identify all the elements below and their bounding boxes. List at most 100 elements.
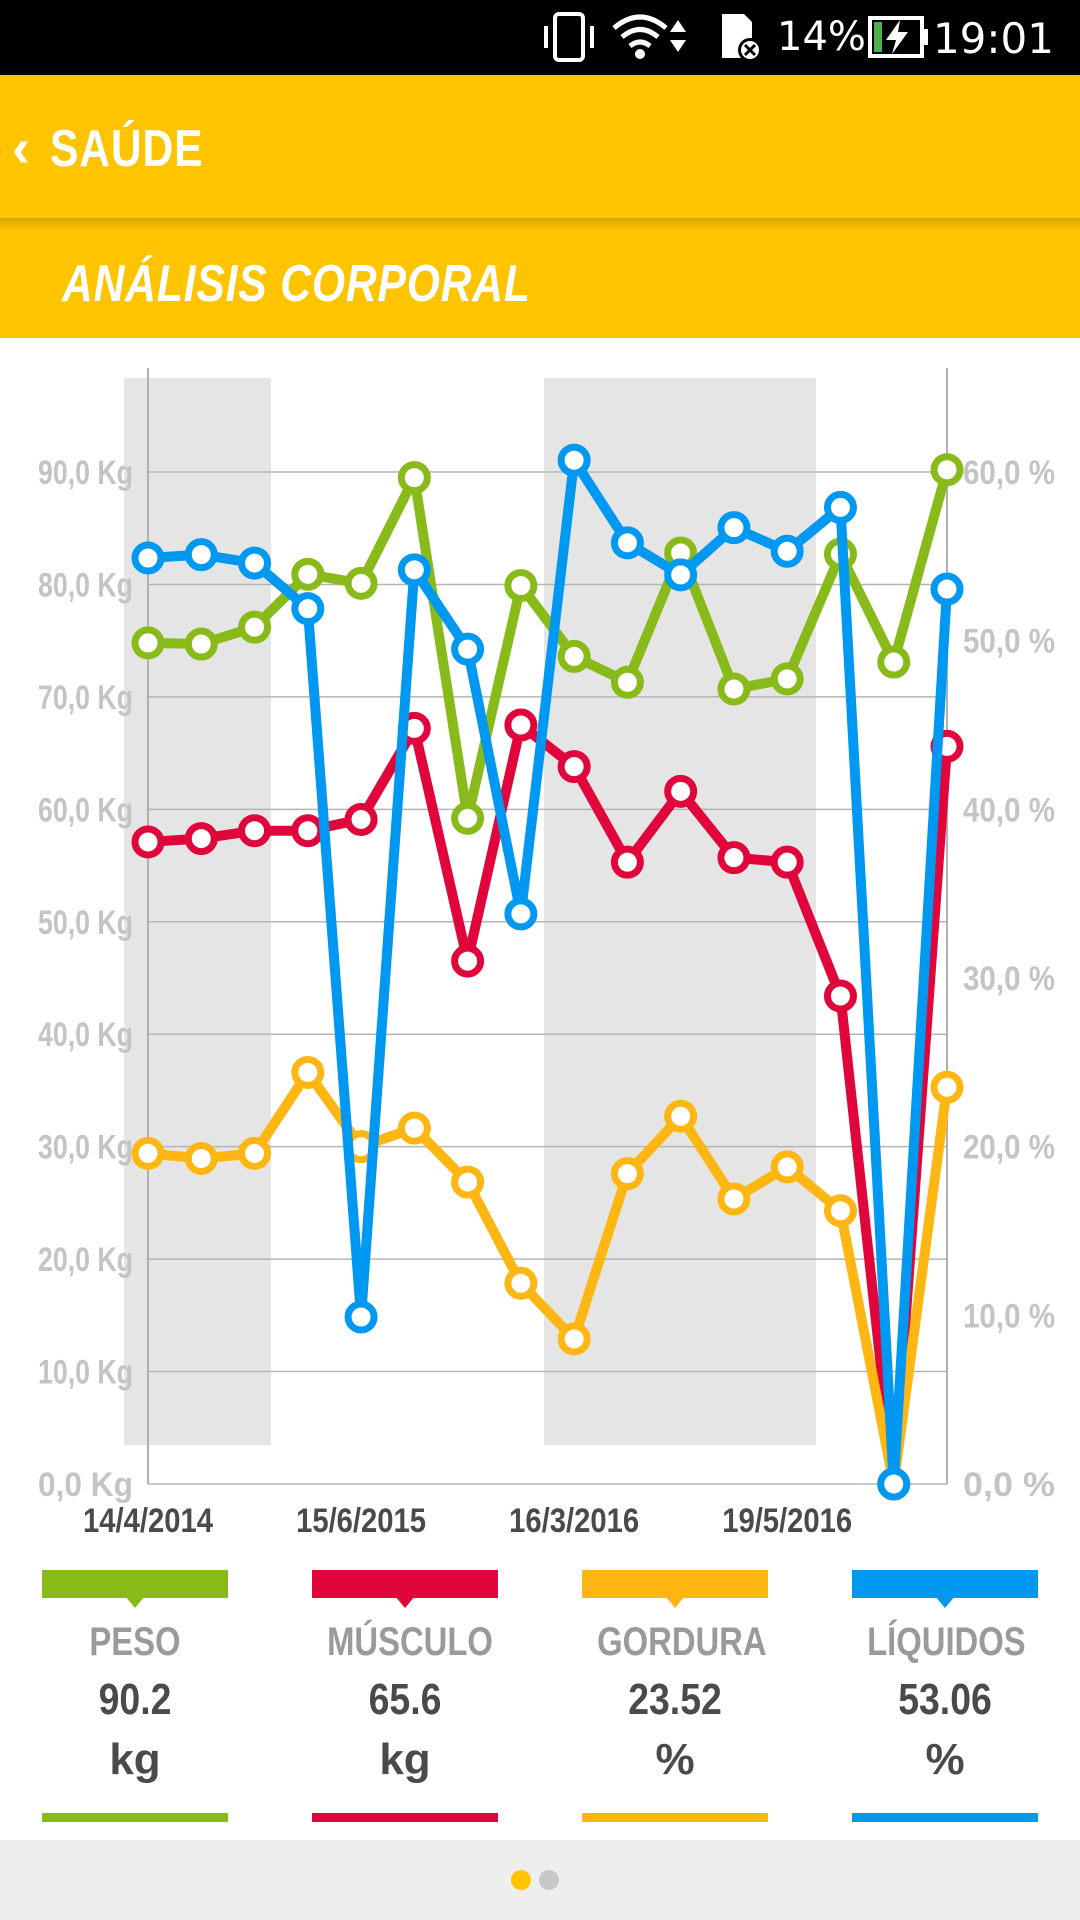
y-axis-right-tick-label: 30,0 %: [963, 960, 1055, 998]
series-point-líquidos: [823, 490, 857, 524]
legend-musculo-unit: kg: [379, 1735, 431, 1784]
legend-gordura-unit: %: [655, 1735, 695, 1784]
legend-musculo-value: 65.6: [368, 1675, 442, 1724]
series-point-peso: [770, 662, 804, 696]
series-point-gordura: [397, 1111, 431, 1145]
y-axis-left-tick-label: 30,0 Kg: [38, 1129, 133, 1167]
series-point-gordura: [238, 1136, 272, 1170]
series-point-líquidos: [238, 546, 272, 580]
series-point-peso: [344, 566, 378, 600]
series-point-peso: [184, 627, 218, 661]
series-point-peso: [238, 610, 272, 644]
section-header: ANÁLISIS CORPORAL: [0, 230, 1080, 338]
series-line-peso: [147, 468, 952, 824]
battery-charging-icon: [868, 16, 928, 58]
x-axis-tick-label: 19/5/2016: [722, 1502, 852, 1538]
series-point-peso: [610, 665, 644, 699]
page-indicator: [0, 1840, 1080, 1920]
y-axis-right-tick-label: 60,0 %: [963, 454, 1055, 492]
series-point-músculo: [664, 774, 698, 808]
legend-liquidos-value: 53.06: [898, 1675, 992, 1724]
series-point-músculo: [451, 944, 485, 978]
series-point-peso: [557, 639, 591, 673]
series-point-gordura: [131, 1136, 165, 1170]
series-line-líquidos: [147, 455, 952, 1489]
legend-peso[interactable]: PESO 90.2 kg: [40, 1570, 230, 1822]
page-dot[interactable]: [539, 1870, 559, 1890]
series-point-peso: [131, 626, 165, 660]
series-point-gordura: [610, 1157, 644, 1191]
y-axis-left-tick-label: 90,0 Kg: [38, 454, 133, 492]
legend-peso-value: 90.2: [98, 1675, 172, 1724]
series-point-músculo: [610, 845, 644, 879]
series-point-gordura: [664, 1099, 698, 1133]
back-label: SAÚDE: [50, 120, 204, 178]
y-axis-right-tick-label: 50,0 %: [963, 623, 1055, 661]
series-point-peso: [451, 801, 485, 835]
legend-liquidos[interactable]: LÍQUIDOS 53.06 %: [850, 1570, 1040, 1822]
y-axis-right-tick-label: 40,0 %: [963, 791, 1055, 829]
legend-gordura-underline: [582, 1813, 768, 1822]
app-bar: ‹ SAÚDE: [0, 75, 1080, 220]
legend-peso-color-bar: [42, 1570, 228, 1608]
series-point-peso: [877, 645, 911, 679]
legend-gordura-value: 23.52: [628, 1675, 722, 1724]
y-axis-left-tick-label: 50,0 Kg: [38, 904, 133, 942]
series-point-músculo: [504, 708, 538, 742]
legend-musculo-color-bar: [312, 1570, 498, 1608]
series-point-músculo: [184, 822, 218, 856]
series-point-gordura: [557, 1322, 591, 1356]
series-point-líquidos: [610, 526, 644, 560]
body-analysis-chart[interactable]: 0,0 Kg 10,0 Kg 20,0 Kg 30,0 Kg 40,0 Kg 50,0 K…: [0, 338, 1080, 1538]
y-axis-left-tick-label: 20,0 Kg: [38, 1241, 133, 1279]
y-axis-left-tick-label: 0,0 Kg: [38, 1466, 133, 1504]
status-bar: 14% 19:01: [0, 0, 1080, 75]
series-point-líquidos: [397, 553, 431, 587]
x-axis-tick-label: 14/4/2014: [83, 1502, 213, 1538]
series-point-peso: [397, 461, 431, 495]
series-point-líquidos: [877, 1467, 911, 1501]
clock: 19:01: [932, 14, 1054, 63]
series-point-gordura: [291, 1055, 325, 1089]
series-point-músculo: [131, 825, 165, 859]
series-point-líquidos: [664, 558, 698, 592]
series-point-gordura: [504, 1266, 538, 1300]
series-point-músculo: [344, 802, 378, 836]
series-line-gordura: [147, 1067, 952, 1489]
series-point-gordura: [451, 1165, 485, 1199]
series-point-líquidos: [717, 511, 751, 545]
sd-card-icon: [722, 14, 762, 62]
legend-peso-label: PESO: [89, 1620, 181, 1664]
series-point-músculo: [557, 750, 591, 784]
legend-liquidos-unit: %: [925, 1735, 965, 1784]
y-axis-left-tick-label: 10,0 Kg: [38, 1354, 133, 1392]
vibrate-icon: [544, 12, 594, 62]
legend-musculo-underline: [312, 1813, 498, 1822]
legend-liquidos-color-bar: [852, 1570, 1038, 1608]
series-point-líquidos: [344, 1300, 378, 1334]
legend-musculo[interactable]: MÚSCULO 65.6 kg: [310, 1570, 500, 1822]
legend-peso-underline: [42, 1813, 228, 1822]
y-axis-left-tick-label: 60,0 Kg: [38, 791, 133, 829]
section-title: ANÁLISIS CORPORAL: [62, 255, 531, 313]
legend-gordura-color-bar: [582, 1570, 768, 1608]
series-point-líquidos: [770, 534, 804, 568]
legend-liquidos-label: LÍQUIDOS: [867, 1620, 1026, 1664]
series-point-líquidos: [557, 443, 591, 477]
legend-gordura[interactable]: GORDURA 23.52 %: [580, 1570, 770, 1822]
y-axis-right-tick-label: 20,0 %: [963, 1129, 1055, 1167]
series-point-músculo: [823, 979, 857, 1013]
series-point-peso: [930, 453, 964, 487]
series-line-músculo: [147, 720, 952, 1489]
series-point-gordura: [823, 1194, 857, 1228]
series-point-líquidos: [504, 897, 538, 931]
app-bar-shadow: [0, 218, 1080, 232]
y-axis-right-tick-label: 0,0 %: [963, 1466, 1055, 1504]
page-dot-active[interactable]: [511, 1870, 531, 1890]
series-point-músculo: [238, 814, 272, 848]
legend-peso-unit: kg: [109, 1735, 161, 1784]
series-point-músculo: [717, 841, 751, 875]
series-point-gordura: [770, 1150, 804, 1184]
series-point-líquidos: [451, 632, 485, 666]
series-point-líquidos: [930, 572, 964, 606]
